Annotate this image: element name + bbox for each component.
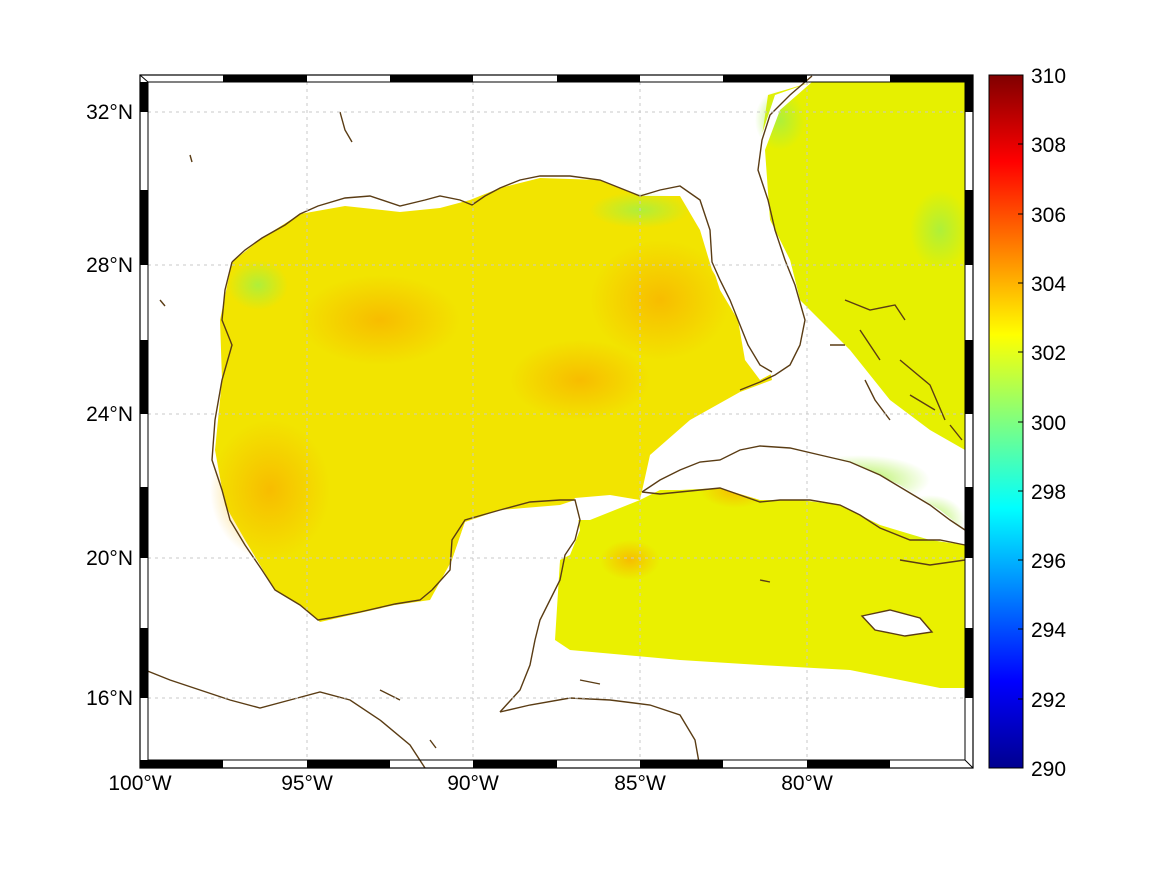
colorbar-tick-label: 294: [1031, 619, 1066, 642]
small-islands: [159, 111, 771, 749]
x-tick-label: 85°W: [614, 772, 666, 795]
colorbar: 310 308 306 304 302 300 298 296 294 292 …: [988, 65, 1066, 781]
y-tick-label: 24°N: [86, 403, 133, 426]
cuba-coastline: [641, 445, 966, 546]
y-tick-label: 20°N: [86, 547, 133, 570]
caribbean-field: [555, 470, 965, 688]
hispaniola-coastline: [899, 559, 966, 566]
x-tick-label: 90°W: [447, 772, 499, 795]
colorbar-tick-label: 310: [1031, 65, 1066, 88]
florida-peninsula: [700, 82, 812, 380]
x-tick-label: 80°W: [781, 772, 833, 795]
coastlines: [140, 75, 966, 768]
y-tick-labels: 32°N 28°N 24°N 20°N 16°N: [86, 101, 133, 710]
mexico-west-coastline: [211, 261, 433, 621]
colorbar-tick-label: 298: [1031, 481, 1066, 504]
atlantic-field: [760, 82, 965, 450]
map-frame: [139, 74, 974, 769]
colorbar-tick-label: 304: [1031, 273, 1066, 296]
jamaica-coastline: [860, 609, 934, 637]
bahamas-coastline: [830, 299, 963, 441]
cuba: [645, 448, 965, 545]
colorbar-tick-label: 290: [1031, 758, 1066, 781]
gulf-coastline: [231, 175, 773, 373]
yucatan-coastline: [431, 499, 581, 713]
central-america-coastline: [140, 667, 701, 768]
y-tick-label: 16°N: [86, 687, 133, 710]
colorbar-tick-label: 308: [1031, 134, 1066, 157]
yucatan-peninsula: [140, 500, 580, 768]
colorbar-tick-label: 306: [1031, 204, 1066, 227]
florida-east-coastline: [739, 75, 813, 391]
y-tick-label: 32°N: [86, 101, 133, 124]
colorbar-tick-labels: 310 308 306 304 302 300 298 296 294 292 …: [1031, 65, 1066, 781]
y-tick-label: 28°N: [86, 254, 133, 277]
x-tick-label: 100°W: [108, 772, 171, 795]
x-tick-labels: 100°W 95°W 90°W 85°W 80°W: [108, 772, 833, 795]
colorbar-tick-label: 300: [1031, 412, 1066, 435]
sst-field: [210, 82, 970, 688]
colorbar-tick-label: 296: [1031, 550, 1066, 573]
colorbar-gradient: [988, 74, 1024, 769]
colorbar-tick-label: 302: [1031, 342, 1066, 365]
jamaica: [862, 610, 932, 636]
colorbar-tick-label: 292: [1031, 689, 1066, 712]
grid-lines: [148, 82, 965, 760]
land-masks: [140, 82, 965, 768]
colorbar-ticks: [1018, 143, 1023, 700]
x-tick-label: 95°W: [281, 772, 333, 795]
